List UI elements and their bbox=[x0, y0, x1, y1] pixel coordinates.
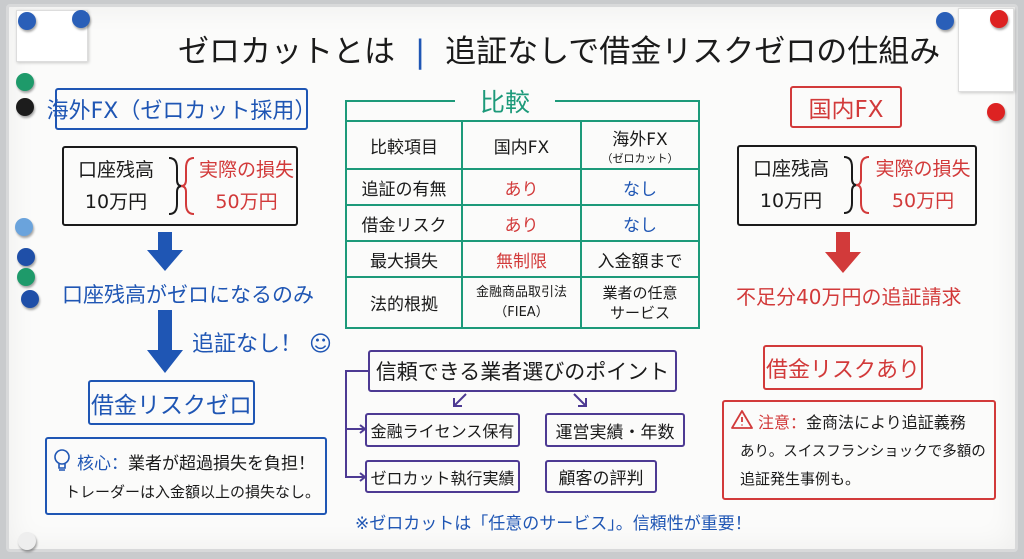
cell-overseas: 入金額まで bbox=[580, 240, 700, 278]
arrow-down-icon bbox=[147, 310, 183, 373]
cell-item: 法的根拠 bbox=[345, 276, 463, 329]
comparison-table: 比較項目 国内FX 海外FX （ゼロカット） 追証の有無 あり なし 借金リスク ありな… bbox=[345, 120, 700, 329]
magnet bbox=[17, 268, 35, 286]
domestic-result: 借金リスクあり bbox=[763, 345, 923, 390]
cell-overseas: なし bbox=[580, 204, 700, 242]
caution-line2: あり。スイスフランショックで多額の bbox=[740, 444, 986, 460]
domestic-balance-box: 口座残高 10万円 実際の損失 50万円 bbox=[737, 145, 977, 226]
loss-value: 50万円 bbox=[891, 190, 955, 212]
cell-domestic: あり bbox=[461, 168, 582, 206]
overseas-result: 借金リスクゼロ bbox=[88, 380, 255, 425]
title-left: ゼロカットとは bbox=[178, 34, 395, 70]
point-item: 金融ライセンス保有 bbox=[365, 413, 520, 447]
cell-line: （FIEA） bbox=[494, 304, 549, 320]
overseas-header: 海外FX（ゼロカット採用） bbox=[47, 88, 316, 130]
cell-line: 業者の任意 bbox=[602, 283, 678, 302]
magnet bbox=[18, 532, 36, 550]
cell-item: 最大損失 bbox=[345, 240, 463, 278]
magnet bbox=[16, 73, 34, 91]
balance-value: 10万円 bbox=[759, 190, 823, 212]
warning-icon bbox=[731, 410, 753, 429]
cell-overseas: なし bbox=[580, 168, 700, 206]
domestic-step1: 不足分40万円の追証請求 bbox=[736, 285, 962, 309]
magnet bbox=[16, 98, 34, 116]
points-note: ※ゼロカットは「任意のサービス」。信頼性が重要！ bbox=[355, 514, 752, 534]
cell-domestic: 金融商品取引法 （FIEA） bbox=[461, 276, 582, 329]
arrow-down-icon bbox=[825, 232, 861, 273]
cell-item: 追証の有無 bbox=[345, 168, 463, 206]
magnet bbox=[18, 12, 36, 30]
table-header-row: 比較項目 国内FX 海外FX （ゼロカット） bbox=[345, 120, 700, 170]
point-item: 顧客の評判 bbox=[545, 460, 657, 493]
no-margin-call-text: 追証なし！ bbox=[192, 332, 303, 357]
balance-label: 口座残高 bbox=[752, 158, 829, 180]
arrow-icon bbox=[453, 393, 467, 407]
core-box: 核心：業者が超過損失を負担！ トレーダーは入金額以上の損失なし。 bbox=[45, 437, 327, 515]
magnet bbox=[987, 103, 1005, 121]
loss-label: 実際の損失 bbox=[198, 159, 294, 181]
arrow-down-icon bbox=[147, 232, 183, 271]
core-line1: 業者が超過損失を負担！ bbox=[128, 454, 315, 474]
smile-icon: ☺ bbox=[309, 332, 332, 357]
header-cell: 国内FX bbox=[461, 120, 582, 170]
table-row: 最大損失 無制限 入金額まで bbox=[345, 240, 700, 278]
caution-line1: 金商法により追証義務 bbox=[806, 413, 966, 432]
balance-value: 10万円 bbox=[84, 191, 148, 213]
title-right: 追証なしで借金リスクゼロの仕組み bbox=[445, 34, 941, 70]
cell-line: サービス bbox=[609, 303, 670, 322]
points-title: 信頼できる業者選びのポイント bbox=[368, 350, 677, 392]
header-cell: 海外FX （ゼロカット） bbox=[580, 120, 700, 170]
comparison-title: 比較 bbox=[455, 84, 555, 118]
overseas-step1: 口座残高がゼロになるのみ bbox=[62, 283, 314, 307]
brace-icon bbox=[843, 156, 870, 214]
header-sub: （ゼロカット） bbox=[601, 151, 679, 165]
magnet bbox=[15, 218, 33, 236]
point-item: 運営実績・年数 bbox=[545, 413, 685, 447]
header-cell: 比較項目 bbox=[345, 120, 463, 170]
loss-value: 50万円 bbox=[215, 191, 278, 213]
cell-domestic: 無制限 bbox=[461, 240, 582, 278]
overseas-balance-box: 口座残高 10万円 実際の損失 50万円 bbox=[62, 146, 298, 226]
table-row: 借金リスク あり なし bbox=[345, 204, 700, 242]
brace-icon bbox=[168, 157, 195, 215]
header-main: 海外FX bbox=[612, 129, 668, 150]
arrow-icon bbox=[573, 393, 587, 407]
core-label: 核心： bbox=[77, 454, 128, 474]
core-line2: トレーダーは入金額以上の損失なし。 bbox=[65, 483, 321, 501]
magnet bbox=[17, 248, 35, 266]
caution-label: 注意： bbox=[758, 413, 807, 432]
table-row: 法的根拠 金融商品取引法 （FIEA） 業者の任意 サービス bbox=[345, 276, 700, 329]
point-item: ゼロカット執行実績 bbox=[365, 460, 520, 493]
magnet bbox=[990, 10, 1008, 28]
caution-line3: 追証発生事例も。 bbox=[740, 470, 861, 488]
balance-label: 口座残高 bbox=[77, 159, 154, 181]
magnet bbox=[72, 10, 90, 28]
domestic-header: 国内FX bbox=[790, 86, 902, 128]
cell-domestic: あり bbox=[461, 204, 582, 242]
cell-overseas: 業者の任意 サービス bbox=[580, 276, 700, 329]
cell-line: 金融商品取引法 bbox=[475, 284, 567, 300]
table-row: 追証の有無 あり なし bbox=[345, 168, 700, 206]
magnet bbox=[21, 290, 39, 308]
magnet bbox=[936, 12, 954, 30]
page-title: ゼロカットとは | 追証なしで借金リスクゼロの仕組み bbox=[178, 34, 941, 70]
loss-label: 実際の損失 bbox=[875, 158, 971, 180]
lightbulb-icon bbox=[54, 449, 70, 471]
overseas-step2: 追証なし！ ☺ bbox=[192, 326, 332, 358]
cell-item: 借金リスク bbox=[345, 204, 463, 242]
caution-box: 注意：金商法により追証義務 あり。スイスフランショックで多額の 追証発生事例も。 bbox=[722, 400, 996, 500]
